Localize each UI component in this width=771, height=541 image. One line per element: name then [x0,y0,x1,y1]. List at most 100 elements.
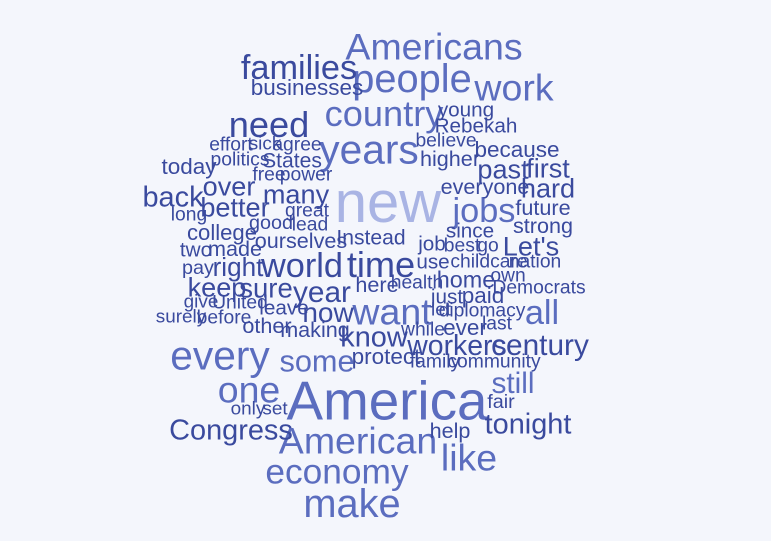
word-health: health [390,272,444,294]
word-power: power [279,164,333,186]
word-past: past [477,153,529,185]
word-democrats: Democrats [492,277,586,299]
word-country: country [324,92,444,134]
word-families: families [240,48,358,87]
word-diplomacy: diplomacy [438,300,526,322]
word-businesses: businesses [250,74,364,100]
word-hard: hard [520,172,576,204]
word-made: made [207,236,263,262]
word-american: American [278,419,438,462]
word-tonight: tonight [484,408,572,441]
word-sick: sick [248,133,282,155]
word-let-s: Let's [502,230,560,262]
word-want: want [352,290,432,333]
word-year: year [293,276,351,310]
word-ourselves: ourselves [254,228,348,254]
word-america: America [286,369,488,432]
word-childcare: childcare [450,251,528,273]
word-sure: sure [239,272,293,304]
word-set: set [262,398,288,420]
word-best: best [443,235,481,257]
word-pay: pay [182,257,214,280]
word-free: free [252,164,286,186]
word-americans: Americans [345,25,523,68]
word-make: make [303,482,401,527]
word-nation: nation [508,251,562,273]
word-everyone: everyone [440,174,530,200]
word-like: like [440,436,498,479]
word-only: only [230,398,266,420]
word-keep: keep [187,271,247,303]
word-new: new [334,170,442,235]
word-because: because [474,136,560,162]
word-instead: Instead [336,226,406,250]
word-all: all [524,293,560,332]
word-economy: economy [265,452,409,492]
word-own: own [490,265,526,287]
word-family: family [409,351,461,373]
word-states: States [262,149,322,173]
word-good: good [248,212,294,235]
word-before: before [196,307,252,329]
word-leave: leave [259,296,309,320]
word-ever: ever [443,314,487,340]
word-work: work [474,66,554,109]
word-jobs: jobs [452,191,516,230]
word-now: now [302,297,354,328]
word-united: United [212,292,268,314]
word-first: first [526,152,570,184]
word-two: two [179,238,213,262]
word-today: today [161,153,217,179]
word-back: back [142,181,204,214]
word-effort: effort [209,134,253,156]
word-lead: lead [291,214,329,236]
word-years: years [319,126,419,173]
word-long: long [170,204,208,226]
word-over: over [202,170,256,202]
word-people: people [352,57,472,102]
word-use: use [416,250,450,274]
word-here: here [355,272,399,298]
word-give: give [183,291,219,313]
word-need: need [228,103,310,145]
word-since: since [445,219,495,243]
word-making: making [280,317,350,343]
word-fair: fair [487,391,515,414]
word-strong: strong [512,213,574,239]
word-believe: believe [415,130,477,152]
word-one: one [217,368,281,411]
word-rebekah: Rebekah [434,114,518,138]
word-agree: agree [272,134,322,156]
word-higher: higher [419,146,481,172]
word-go: go [477,235,499,257]
word-young: young [437,98,495,122]
word-congress: Congress [169,414,293,447]
word-many: many [262,178,330,210]
word-workers: workers [407,329,507,362]
word-job: job [418,232,446,256]
word-great: great [285,200,329,222]
word-let: let [431,299,451,321]
word-some: some [279,343,355,379]
word-home: home [436,266,496,293]
word-while: while [401,319,445,341]
word-time: time [346,243,416,285]
word-know: know [340,321,408,354]
word-community: community [447,351,541,373]
word-just: just [430,285,464,309]
word-right: right [212,251,264,282]
word-world: world [261,246,343,285]
word-century: century [491,329,589,363]
word-still: still [491,367,535,401]
word-protect: protect [351,343,421,369]
word-college: college [186,219,258,245]
word-help: help [429,418,471,444]
word-paid: paid [461,282,505,308]
word-other: other [242,313,292,339]
word-future: future [515,195,571,221]
word-politics: politics [210,149,270,171]
word-surely: surely [155,306,207,328]
word-better: better [200,191,270,223]
word-last: last [481,313,513,335]
